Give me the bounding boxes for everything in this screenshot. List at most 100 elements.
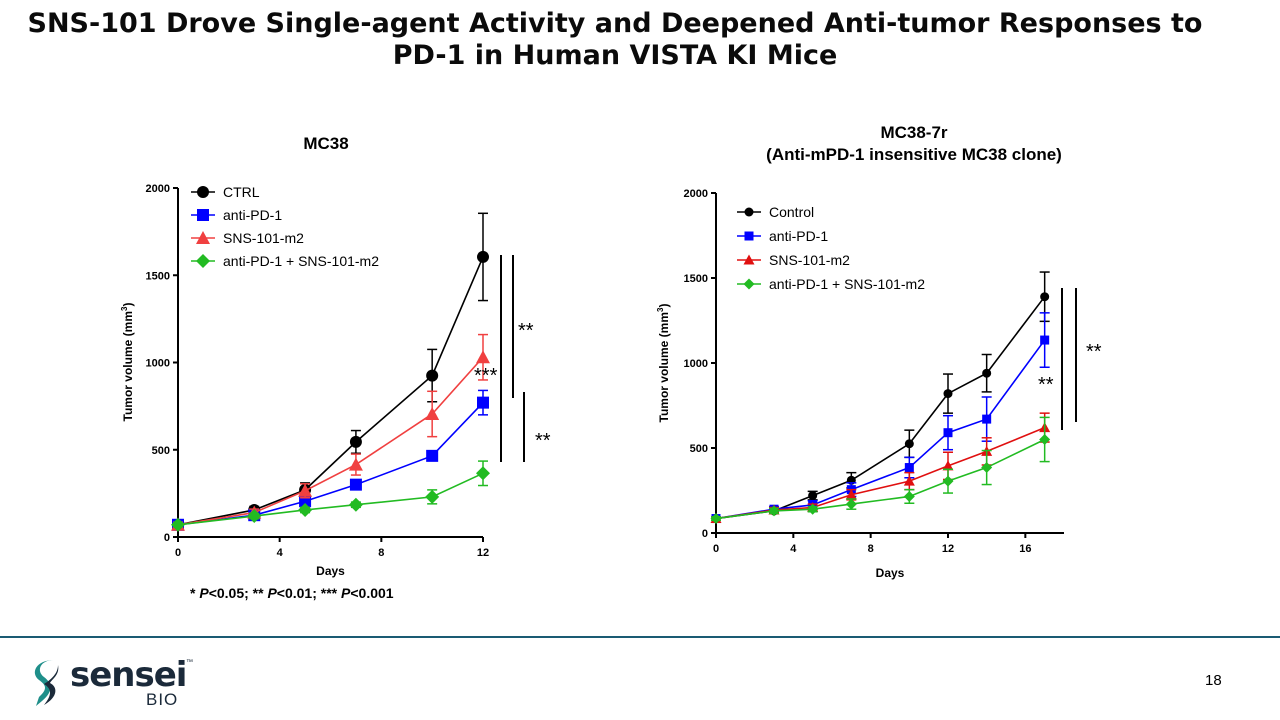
data-point — [904, 439, 914, 449]
logo-mark-icon — [34, 660, 59, 706]
data-point — [942, 460, 954, 471]
chart-title: MC38 — [303, 134, 348, 153]
significance-label: *** — [474, 365, 498, 387]
x-tick-label: 8 — [378, 547, 384, 559]
data-point — [426, 449, 439, 462]
legend-label: anti-PD-1 + SNS-101-m2 — [223, 253, 379, 269]
x-axis-label: Days — [316, 564, 345, 578]
y-tick-label: 500 — [690, 443, 708, 455]
series-1 — [172, 389, 489, 531]
logo-subtitle: BIO — [146, 690, 179, 709]
charts-canvas: MC38 0 4 8 12 0 500 1000 1500 2000 Days Tumor volum… — [120, 123, 1102, 580]
data-point — [768, 505, 780, 517]
chart-subtitle: (Anti-mPD-1 insensitive MC38 clone) — [766, 145, 1062, 164]
legend-marker — [197, 209, 209, 221]
series-line — [177, 472, 484, 526]
data-point — [982, 414, 992, 424]
data-point — [476, 350, 490, 364]
significance-footnote: * P<0.05; ** P<0.01; *** P<0.001 — [190, 585, 394, 601]
series-2 — [710, 412, 1051, 524]
data-point — [982, 368, 992, 378]
data-point — [426, 369, 439, 382]
sensei-bio-logo: sensei ™ BIO — [30, 655, 230, 715]
x-tick-label: 12 — [942, 543, 954, 555]
x-tick-label: 16 — [1019, 543, 1031, 555]
x-tick-label: 4 — [277, 547, 284, 559]
data-point — [476, 466, 490, 481]
x-tick-label: 0 — [175, 547, 181, 559]
data-point — [348, 457, 363, 471]
x-axis-label: Days — [876, 566, 905, 580]
y-tick-label: 1500 — [684, 273, 708, 285]
slide-title: SNS-101 Drove Single-agent Activity and … — [27, 8, 1203, 71]
significance-label: ** — [1038, 374, 1054, 396]
data-point — [425, 406, 440, 420]
data-point — [1039, 434, 1051, 445]
data-point — [808, 491, 818, 501]
series-line — [177, 256, 484, 526]
logo-wordmark: sensei — [70, 655, 187, 695]
y-tick-label: 1000 — [146, 358, 170, 370]
legend-label: Control — [769, 204, 814, 220]
series-1 — [711, 312, 1050, 524]
chart-title: MC38-7r — [880, 123, 947, 142]
data-point — [247, 509, 262, 524]
series-2 — [171, 333, 490, 531]
legend-label: SNS-101-m2 — [223, 230, 304, 246]
data-point — [425, 489, 440, 504]
data-point — [477, 396, 489, 409]
legend-label: SNS-101-m2 — [769, 252, 850, 268]
series-3 — [710, 416, 1051, 525]
series-line — [715, 339, 1046, 520]
data-point — [942, 475, 954, 487]
data-point — [943, 389, 953, 399]
data-point — [171, 517, 185, 532]
x-tick-label: 8 — [868, 543, 874, 555]
page-number: 18 — [1205, 672, 1222, 689]
legend-label: CTRL — [223, 184, 260, 200]
footer-divider — [0, 636, 1280, 638]
y-tick-label: 500 — [152, 445, 170, 457]
legend-label: anti-PD-1 — [223, 207, 282, 223]
y-axis-label: Tumor volume (mm3) — [120, 303, 135, 422]
data-point — [349, 435, 362, 448]
data-point — [298, 483, 313, 497]
y-axis-label: Tumor volume (mm3) — [656, 304, 671, 423]
chart-1: MC38-7r (Anti-mPD-1 insensitive MC38 clon… — [656, 123, 1102, 580]
data-point — [903, 490, 915, 502]
significance-label: ** — [518, 320, 534, 342]
data-point — [298, 502, 313, 517]
data-point — [348, 497, 363, 512]
x-tick-label: 12 — [477, 547, 489, 559]
series-3 — [171, 460, 490, 532]
y-tick-label: 2000 — [146, 183, 170, 195]
y-tick-label: 1000 — [684, 358, 708, 370]
x-tick-label: 4 — [790, 543, 797, 555]
data-point — [477, 250, 489, 263]
legend-label: anti-PD-1 + SNS-101-m2 — [769, 276, 925, 292]
y-tick-label: 0 — [164, 532, 170, 544]
x-tick-label: 0 — [713, 543, 719, 555]
legend-marker — [743, 254, 755, 265]
y-tick-label: 0 — [702, 528, 708, 540]
logo-trademark: ™ — [186, 659, 193, 666]
data-point — [845, 498, 857, 510]
legend-marker — [744, 231, 754, 241]
significance-label: ** — [1086, 341, 1102, 363]
legend-marker — [196, 231, 210, 244]
data-point — [903, 475, 915, 486]
legend-label: anti-PD-1 — [769, 228, 828, 244]
legend-marker — [197, 186, 209, 198]
series-0 — [711, 271, 1050, 524]
legend-marker — [744, 207, 754, 217]
legend-marker — [196, 254, 210, 268]
legend-marker — [743, 278, 755, 290]
y-tick-label: 1500 — [146, 270, 170, 282]
data-point — [1040, 292, 1050, 302]
data-point — [807, 503, 819, 515]
series-line — [177, 402, 484, 526]
data-point — [904, 463, 914, 473]
data-point — [943, 428, 953, 438]
series-line — [715, 438, 1046, 520]
significance-label: ** — [535, 430, 551, 452]
